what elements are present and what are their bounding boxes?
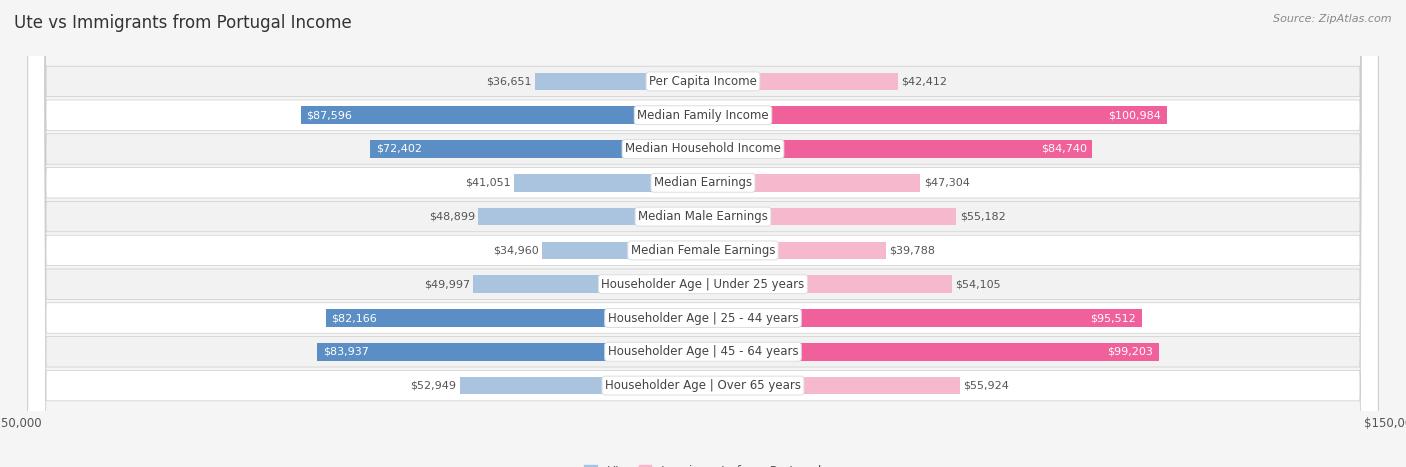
FancyBboxPatch shape	[28, 0, 1378, 467]
FancyBboxPatch shape	[28, 0, 1378, 467]
FancyBboxPatch shape	[28, 0, 1378, 467]
Text: $55,924: $55,924	[963, 381, 1010, 390]
Text: Median Household Income: Median Household Income	[626, 142, 780, 156]
Text: $48,899: $48,899	[429, 212, 475, 222]
Bar	[703, 208, 956, 226]
Text: $99,203: $99,203	[1108, 347, 1153, 357]
FancyBboxPatch shape	[28, 0, 1378, 467]
Bar	[703, 276, 952, 293]
Text: $36,651: $36,651	[485, 77, 531, 86]
Text: Householder Age | Over 65 years: Householder Age | Over 65 years	[605, 379, 801, 392]
Bar	[703, 241, 886, 259]
Text: $95,512: $95,512	[1091, 313, 1136, 323]
FancyBboxPatch shape	[28, 0, 1378, 467]
FancyBboxPatch shape	[28, 0, 1378, 467]
Text: $82,166: $82,166	[332, 313, 377, 323]
Bar	[478, 208, 703, 226]
Text: $52,949: $52,949	[411, 381, 457, 390]
Text: $42,412: $42,412	[901, 77, 948, 86]
Bar	[370, 140, 703, 158]
Bar	[326, 309, 703, 327]
Bar	[703, 106, 1167, 124]
Text: $49,997: $49,997	[423, 279, 470, 289]
Bar	[703, 377, 960, 395]
Bar	[474, 276, 703, 293]
Bar	[543, 241, 703, 259]
Bar	[703, 140, 1092, 158]
Text: $83,937: $83,937	[323, 347, 368, 357]
Text: Householder Age | 45 - 64 years: Householder Age | 45 - 64 years	[607, 345, 799, 358]
Bar	[534, 72, 703, 90]
Text: $34,960: $34,960	[494, 245, 538, 255]
Bar	[703, 309, 1142, 327]
FancyBboxPatch shape	[28, 0, 1378, 467]
Text: Householder Age | 25 - 44 years: Householder Age | 25 - 44 years	[607, 311, 799, 325]
Bar	[460, 377, 703, 395]
Bar	[703, 72, 898, 90]
Text: Median Family Income: Median Family Income	[637, 109, 769, 122]
Text: Median Female Earnings: Median Female Earnings	[631, 244, 775, 257]
Bar	[318, 343, 703, 361]
Text: $54,105: $54,105	[955, 279, 1001, 289]
Text: Median Earnings: Median Earnings	[654, 177, 752, 189]
Text: $72,402: $72,402	[375, 144, 422, 154]
FancyBboxPatch shape	[28, 0, 1378, 467]
FancyBboxPatch shape	[28, 0, 1378, 467]
FancyBboxPatch shape	[28, 0, 1378, 467]
Bar	[703, 343, 1159, 361]
Text: $100,984: $100,984	[1108, 110, 1161, 120]
Text: Ute vs Immigrants from Portugal Income: Ute vs Immigrants from Portugal Income	[14, 14, 352, 32]
Text: Householder Age | Under 25 years: Householder Age | Under 25 years	[602, 278, 804, 290]
Bar	[515, 174, 703, 191]
Bar	[301, 106, 703, 124]
Text: $55,182: $55,182	[960, 212, 1005, 222]
Text: Source: ZipAtlas.com: Source: ZipAtlas.com	[1274, 14, 1392, 24]
Text: $47,304: $47,304	[924, 178, 970, 188]
Legend: Ute, Immigrants from Portugal: Ute, Immigrants from Portugal	[579, 460, 827, 467]
Text: Median Male Earnings: Median Male Earnings	[638, 210, 768, 223]
Text: $87,596: $87,596	[307, 110, 352, 120]
Text: $41,051: $41,051	[465, 178, 510, 188]
Text: Per Capita Income: Per Capita Income	[650, 75, 756, 88]
Text: $39,788: $39,788	[889, 245, 935, 255]
Text: $84,740: $84,740	[1040, 144, 1087, 154]
Bar	[703, 174, 921, 191]
